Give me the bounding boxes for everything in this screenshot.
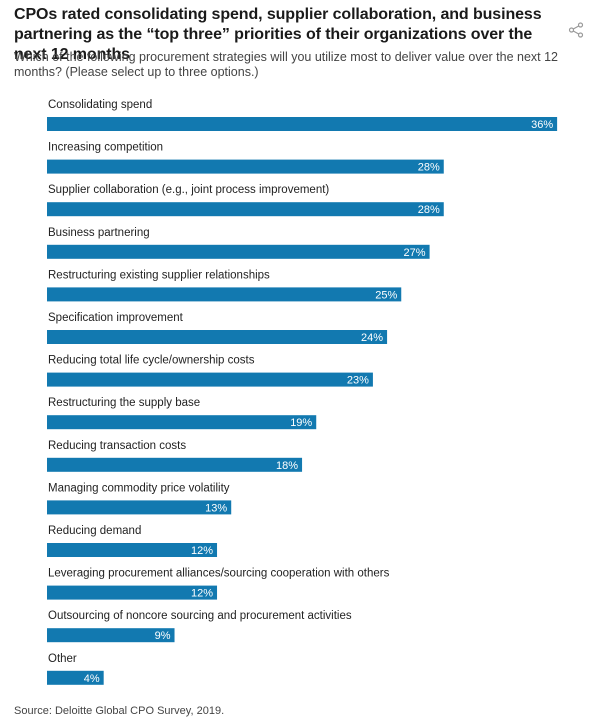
value-label: 28% — [418, 162, 440, 174]
value-label: 24% — [361, 332, 383, 344]
bar[interactable] — [47, 244, 430, 259]
category-label: Managing commodity price volatility — [48, 482, 230, 494]
category-label: Leveraging procurement alliances/sourcin… — [48, 568, 390, 580]
value-label: 12% — [191, 545, 213, 557]
bar[interactable] — [47, 287, 402, 302]
category-label: Supplier collaboration (e.g., joint proc… — [48, 184, 329, 196]
bar[interactable] — [47, 117, 558, 131]
value-label: 19% — [290, 417, 312, 429]
bar[interactable] — [47, 500, 232, 515]
category-label: Outsourcing of noncore sourcing and proc… — [48, 610, 352, 622]
value-label: 27% — [404, 247, 426, 259]
share-icon[interactable] — [568, 22, 584, 38]
value-label: 18% — [276, 460, 298, 472]
category-label: Other — [48, 653, 77, 665]
category-label: Reducing transaction costs — [48, 440, 186, 452]
chart-title: CPOs rated consolidating spend, supplier… — [14, 6, 542, 63]
value-label: 9% — [155, 630, 171, 642]
category-label: Reducing demand — [48, 525, 141, 537]
bar[interactable] — [47, 159, 444, 174]
value-label: 25% — [375, 289, 397, 301]
value-label: 23% — [347, 375, 369, 387]
value-label: 28% — [418, 204, 440, 216]
category-label: Increasing competition — [48, 142, 163, 154]
bar[interactable] — [47, 543, 218, 557]
bar[interactable] — [47, 415, 317, 430]
bar[interactable] — [47, 670, 104, 685]
category-label: Restructuring existing supplier relation… — [48, 269, 270, 281]
source-note: Source: Deloitte Global CPO Survey, 2019… — [14, 705, 225, 717]
value-label: 4% — [84, 673, 100, 685]
bar[interactable] — [47, 330, 388, 344]
value-label: 13% — [205, 502, 227, 514]
category-label: Reducing total life cycle/ownership cost… — [48, 355, 255, 367]
bar[interactable] — [47, 372, 373, 387]
category-label: Consolidating spend — [48, 99, 152, 111]
category-label: Specification improvement — [48, 312, 184, 324]
value-label: 12% — [191, 588, 213, 600]
bar[interactable] — [47, 585, 218, 600]
chart-subtitle: Which of the following procurement strat… — [14, 50, 559, 79]
bar[interactable] — [47, 202, 444, 217]
value-label: 36% — [531, 119, 553, 131]
bar[interactable] — [47, 628, 175, 643]
bar[interactable] — [47, 457, 303, 472]
category-label: Business partnering — [48, 227, 150, 239]
category-label: Restructuring the supply base — [48, 397, 200, 409]
